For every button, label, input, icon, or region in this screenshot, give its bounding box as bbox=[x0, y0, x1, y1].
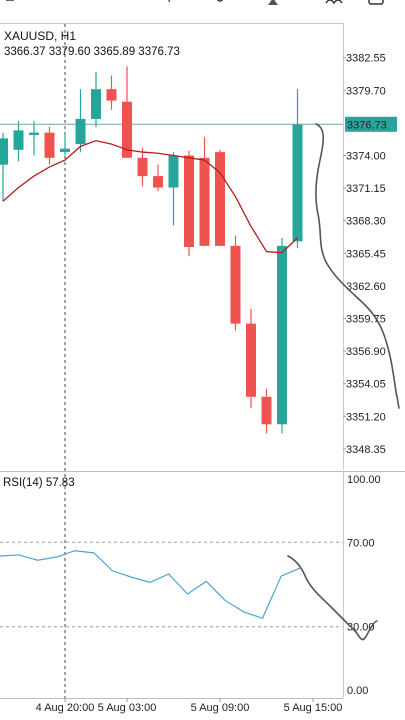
rsi-levels bbox=[0, 541, 343, 628]
price-pane: 3382.55 3379.70 3374.00 3371.15 3368.30 3365.… bbox=[0, 23, 397, 698]
price-tick-label: 3365.45 bbox=[346, 248, 386, 260]
rsi-tick-label: 70.00 bbox=[347, 537, 375, 549]
price-tick-label: 3348.35 bbox=[346, 444, 386, 456]
time-tick-label: 5 Aug 15:00 bbox=[284, 702, 343, 714]
candle bbox=[246, 308, 256, 409]
rsi-tick-label: 0.00 bbox=[347, 685, 368, 697]
candle bbox=[29, 121, 39, 156]
candle bbox=[230, 235, 241, 331]
chart-symbol-title: XAUUSD, H1 bbox=[4, 29, 76, 43]
candle-body bbox=[292, 124, 303, 242]
candle-body bbox=[153, 176, 163, 188]
candle-body bbox=[13, 130, 24, 150]
current-price-tag-bg bbox=[345, 116, 397, 132]
price-tick-label: 3379.70 bbox=[346, 85, 386, 97]
candle bbox=[168, 152, 179, 226]
time-axis-labels: 4 Aug 20:00 5 Aug 03:00 5 Aug 09:00 5 Aug 1… bbox=[36, 698, 343, 714]
candle bbox=[292, 89, 303, 249]
candle bbox=[277, 237, 287, 434]
candle-body bbox=[215, 152, 225, 246]
moving-average-line bbox=[2, 139, 298, 254]
price-tick-label: 3354.05 bbox=[346, 379, 386, 391]
current-price-tag: 3376.73 bbox=[345, 116, 397, 132]
price-tick-label: 3374.00 bbox=[346, 151, 386, 163]
toolbar: f bbox=[0, 0, 405, 20]
current-price-tag-text: 3376.73 bbox=[347, 119, 387, 131]
candle bbox=[0, 132, 8, 202]
crosshair-icon[interactable] bbox=[325, 0, 343, 5]
price-grid bbox=[343, 57, 346, 450]
candle-body bbox=[277, 245, 287, 425]
price-tick-label: 3356.90 bbox=[346, 346, 386, 358]
candle bbox=[122, 66, 132, 158]
hand-drawn-rsi-projection bbox=[287, 555, 378, 641]
rsi-title: RSI(14) 57.83 bbox=[3, 477, 75, 489]
candle bbox=[215, 149, 225, 246]
candle bbox=[13, 121, 24, 162]
time-tick-label: 4 Aug 20:00 bbox=[36, 702, 95, 714]
candle-body bbox=[75, 118, 86, 145]
candle-body bbox=[137, 157, 148, 177]
price-axis-labels: 3382.55 3379.70 3374.00 3371.15 3368.30 3365.… bbox=[346, 53, 386, 456]
candle-body bbox=[230, 245, 241, 324]
candle-body bbox=[44, 132, 55, 158]
price-tick-label: 3371.15 bbox=[346, 183, 386, 195]
candle bbox=[44, 126, 55, 165]
candle-body bbox=[199, 157, 210, 246]
candle-body bbox=[60, 148, 70, 153]
price-tick-label: 3362.60 bbox=[346, 281, 386, 293]
candle-body bbox=[29, 132, 39, 135]
candle-body bbox=[122, 101, 132, 158]
candle-body bbox=[246, 323, 256, 397]
time-tick-label: 5 Aug 09:00 bbox=[191, 702, 250, 714]
candle bbox=[106, 75, 117, 110]
candle bbox=[137, 147, 148, 187]
candle-body bbox=[106, 89, 117, 101]
objects-icon[interactable] bbox=[216, 0, 224, 2]
rsi-line bbox=[0, 550, 301, 620]
price-tick-label: 3368.30 bbox=[346, 216, 386, 228]
rsi-tick-label: 100.00 bbox=[347, 474, 381, 486]
candle bbox=[60, 132, 70, 156]
candle-body bbox=[0, 138, 8, 165]
candle-body bbox=[261, 396, 272, 425]
price-tick-label: 3382.55 bbox=[346, 53, 386, 65]
candle bbox=[184, 150, 194, 257]
candle bbox=[91, 72, 101, 127]
candle-body bbox=[168, 155, 179, 188]
chart-ohlc-values: 3366.37 3379.60 3365.89 3376.73 bbox=[4, 46, 180, 58]
candle-body bbox=[91, 89, 101, 119]
candle bbox=[75, 89, 86, 153]
candle bbox=[153, 164, 163, 191]
price-tick-label: 3351.20 bbox=[346, 411, 386, 423]
candles bbox=[0, 66, 303, 434]
function-icon[interactable]: f bbox=[168, 0, 173, 5]
time-tick-label: 5 Aug 03:00 bbox=[98, 702, 157, 714]
shapes-icon[interactable] bbox=[268, 0, 278, 5]
hand-drawn-price-projection bbox=[315, 123, 400, 409]
candle bbox=[261, 388, 272, 434]
hand-drawn-annotations bbox=[287, 123, 400, 641]
candle-body bbox=[184, 155, 194, 247]
lock-icon[interactable] bbox=[368, 0, 384, 5]
candle bbox=[199, 137, 210, 246]
price-tick-label: 3359.75 bbox=[346, 313, 386, 325]
